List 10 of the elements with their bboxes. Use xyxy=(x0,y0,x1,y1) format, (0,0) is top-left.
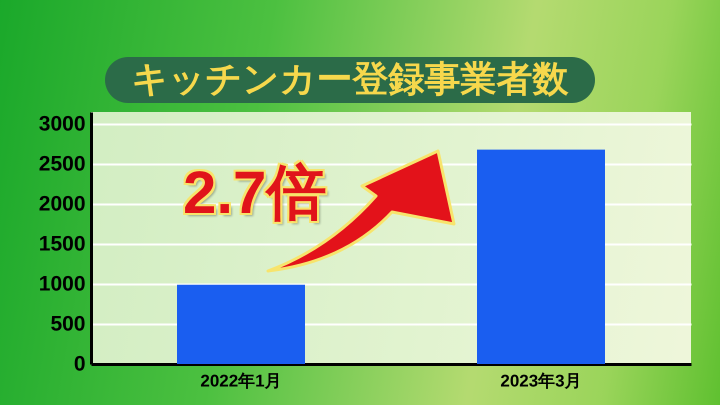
y-tick-label: 0 xyxy=(74,352,86,376)
y-tick-label: 2500 xyxy=(38,152,86,176)
annotation: 2.7倍 xyxy=(183,159,326,226)
y-tick-label: 1000 xyxy=(38,272,86,296)
y-tick-label: 2000 xyxy=(38,192,86,216)
x-tick-label: 2022年1月 xyxy=(200,372,282,390)
x-tick-label: 2023年3月 xyxy=(500,372,582,390)
y-tick-label: 1500 xyxy=(38,232,86,256)
y-tick-label: 3000 xyxy=(38,112,86,136)
y-tick-label: 500 xyxy=(50,312,86,336)
